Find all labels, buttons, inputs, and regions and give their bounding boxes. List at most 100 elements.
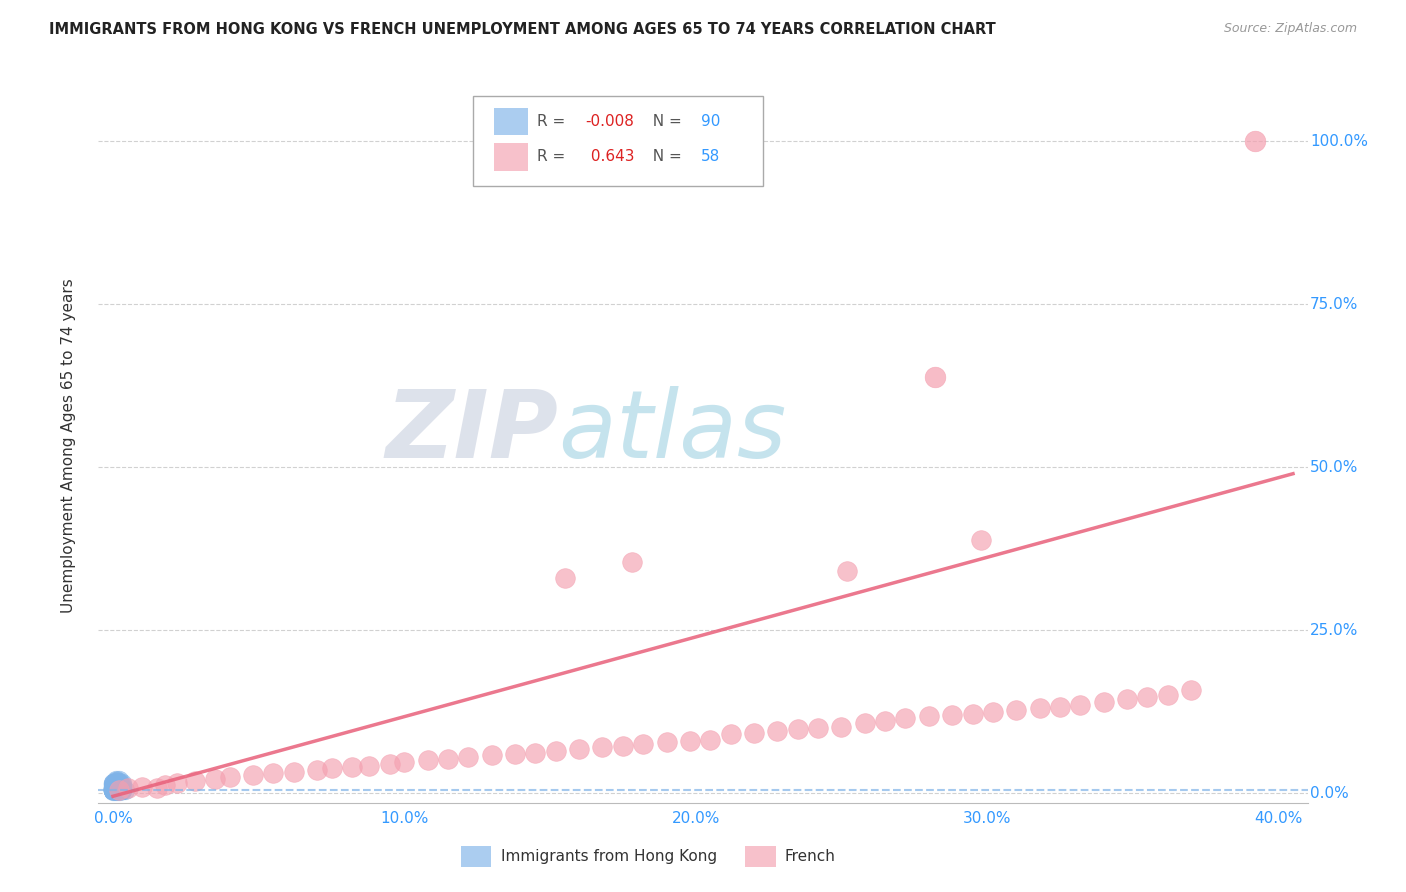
Point xyxy=(131,780,153,794)
Point xyxy=(104,784,127,798)
Point xyxy=(101,780,124,794)
Point xyxy=(305,763,328,777)
Point xyxy=(101,781,124,796)
Text: R =: R = xyxy=(537,114,571,128)
Point xyxy=(108,772,131,787)
Point xyxy=(853,715,876,730)
Point xyxy=(568,741,591,756)
Point xyxy=(101,783,124,797)
Point xyxy=(108,775,131,789)
Point xyxy=(394,755,416,769)
Point xyxy=(1028,701,1050,715)
Point xyxy=(679,734,702,748)
Point xyxy=(111,783,134,797)
Point xyxy=(108,782,131,797)
Point xyxy=(359,758,381,772)
Text: 58: 58 xyxy=(700,150,720,164)
Point xyxy=(720,727,742,741)
Point xyxy=(481,748,503,763)
Point xyxy=(941,707,963,722)
Point xyxy=(894,711,917,725)
Point xyxy=(104,782,127,797)
Point xyxy=(104,780,127,795)
Point xyxy=(437,752,460,766)
Point xyxy=(101,783,124,797)
Point xyxy=(321,761,343,775)
Point xyxy=(104,782,127,797)
Point xyxy=(111,776,134,790)
Point xyxy=(524,746,547,760)
Point xyxy=(101,781,124,796)
Point xyxy=(101,782,124,797)
Point xyxy=(104,772,127,787)
Text: Immigrants from Hong Kong: Immigrants from Hong Kong xyxy=(501,849,717,863)
Point xyxy=(101,778,124,792)
Point xyxy=(104,778,127,792)
Point xyxy=(101,776,124,790)
Point xyxy=(104,783,127,797)
Point xyxy=(101,782,124,797)
Point xyxy=(101,782,124,797)
Point xyxy=(786,722,808,736)
Point xyxy=(104,782,127,797)
Point xyxy=(108,782,131,797)
Point xyxy=(1049,700,1071,714)
Text: N =: N = xyxy=(643,114,686,128)
Text: N =: N = xyxy=(643,150,686,164)
Point xyxy=(104,782,127,797)
Point xyxy=(104,774,127,789)
Point xyxy=(101,782,124,797)
Point xyxy=(108,782,131,797)
Point xyxy=(544,744,567,758)
Text: 0.643: 0.643 xyxy=(586,150,634,164)
Y-axis label: Unemployment Among Ages 65 to 74 years: Unemployment Among Ages 65 to 74 years xyxy=(62,278,76,614)
Point xyxy=(108,780,131,794)
Point xyxy=(111,782,134,797)
Point xyxy=(554,571,576,585)
Point xyxy=(104,776,127,790)
Point xyxy=(807,721,830,735)
Point xyxy=(1069,698,1091,712)
Point xyxy=(101,784,124,798)
Text: 25.0%: 25.0% xyxy=(1310,623,1358,638)
Point xyxy=(108,782,131,797)
Point xyxy=(108,783,131,797)
Point xyxy=(108,775,131,789)
Point xyxy=(101,782,124,797)
Point xyxy=(108,780,131,795)
Point xyxy=(830,720,852,734)
Point xyxy=(108,782,131,797)
Point xyxy=(924,370,946,384)
Point xyxy=(101,782,124,797)
Point xyxy=(108,783,131,797)
Point xyxy=(111,783,134,797)
Point xyxy=(962,706,984,721)
Point xyxy=(218,770,240,784)
Text: Source: ZipAtlas.com: Source: ZipAtlas.com xyxy=(1223,22,1357,36)
Point xyxy=(1005,703,1028,717)
Point xyxy=(101,783,124,797)
Point xyxy=(108,780,131,794)
Point xyxy=(108,782,131,797)
Point xyxy=(104,782,127,797)
Text: 75.0%: 75.0% xyxy=(1310,297,1358,312)
Point xyxy=(104,782,127,797)
Bar xyxy=(494,144,527,170)
Point xyxy=(101,782,124,797)
Point xyxy=(104,782,127,797)
Text: 0.0%: 0.0% xyxy=(1310,786,1348,800)
Text: 100.0%: 100.0% xyxy=(1310,134,1368,149)
Text: ZIP: ZIP xyxy=(385,385,558,478)
Point xyxy=(457,750,479,764)
Point xyxy=(104,780,127,794)
Point xyxy=(101,777,124,791)
Text: 90: 90 xyxy=(700,114,720,128)
Point xyxy=(837,565,859,579)
Point xyxy=(378,756,401,771)
Point xyxy=(108,780,131,795)
Point xyxy=(416,754,439,768)
Text: atlas: atlas xyxy=(558,386,786,477)
Point xyxy=(108,782,131,797)
Point xyxy=(104,780,127,795)
Point xyxy=(111,783,134,797)
